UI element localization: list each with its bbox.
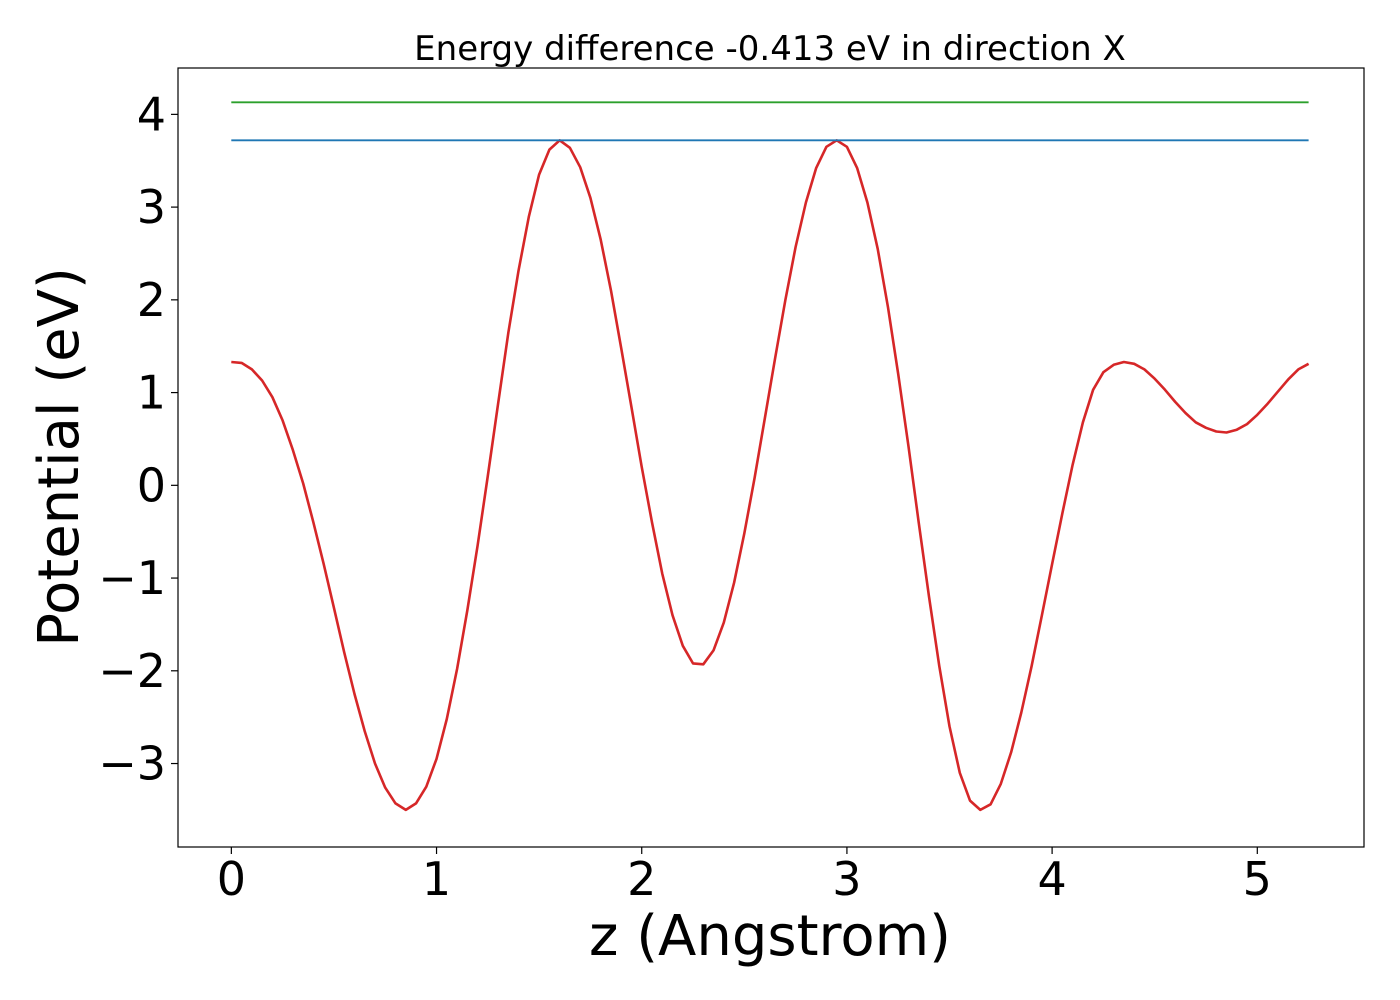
y-tick-label: 4 <box>137 87 166 141</box>
y-tick-label: −3 <box>98 737 166 791</box>
chart-title: Energy difference -0.413 eV in direction… <box>414 29 1126 69</box>
x-tick-label: 0 <box>217 852 246 906</box>
series-line-0 <box>231 139 1310 812</box>
x-axis-ticks: 0 1 2 3 4 5 <box>217 847 1272 906</box>
x-tick-label: 3 <box>832 852 861 906</box>
x-tick-label: 2 <box>627 852 656 906</box>
y-axis-label: Potential (eV) <box>27 267 92 647</box>
x-tick-label: 5 <box>1243 852 1272 906</box>
x-tick-label: 4 <box>1037 852 1066 906</box>
y-tick-label: 0 <box>137 458 166 512</box>
y-tick-label: −2 <box>98 644 166 698</box>
y-axis-ticks: −3 −2 −1 0 1 2 3 4 <box>98 87 178 791</box>
y-tick-label: −1 <box>98 551 166 605</box>
x-tick-label: 1 <box>422 852 451 906</box>
x-axis-label: z (Angstrom) <box>589 904 951 969</box>
plot-frame <box>177 67 1365 848</box>
y-tick-label: 2 <box>137 273 166 327</box>
y-tick-label: 1 <box>137 366 166 420</box>
y-tick-label: 3 <box>137 180 166 234</box>
plot-series <box>231 101 1310 812</box>
